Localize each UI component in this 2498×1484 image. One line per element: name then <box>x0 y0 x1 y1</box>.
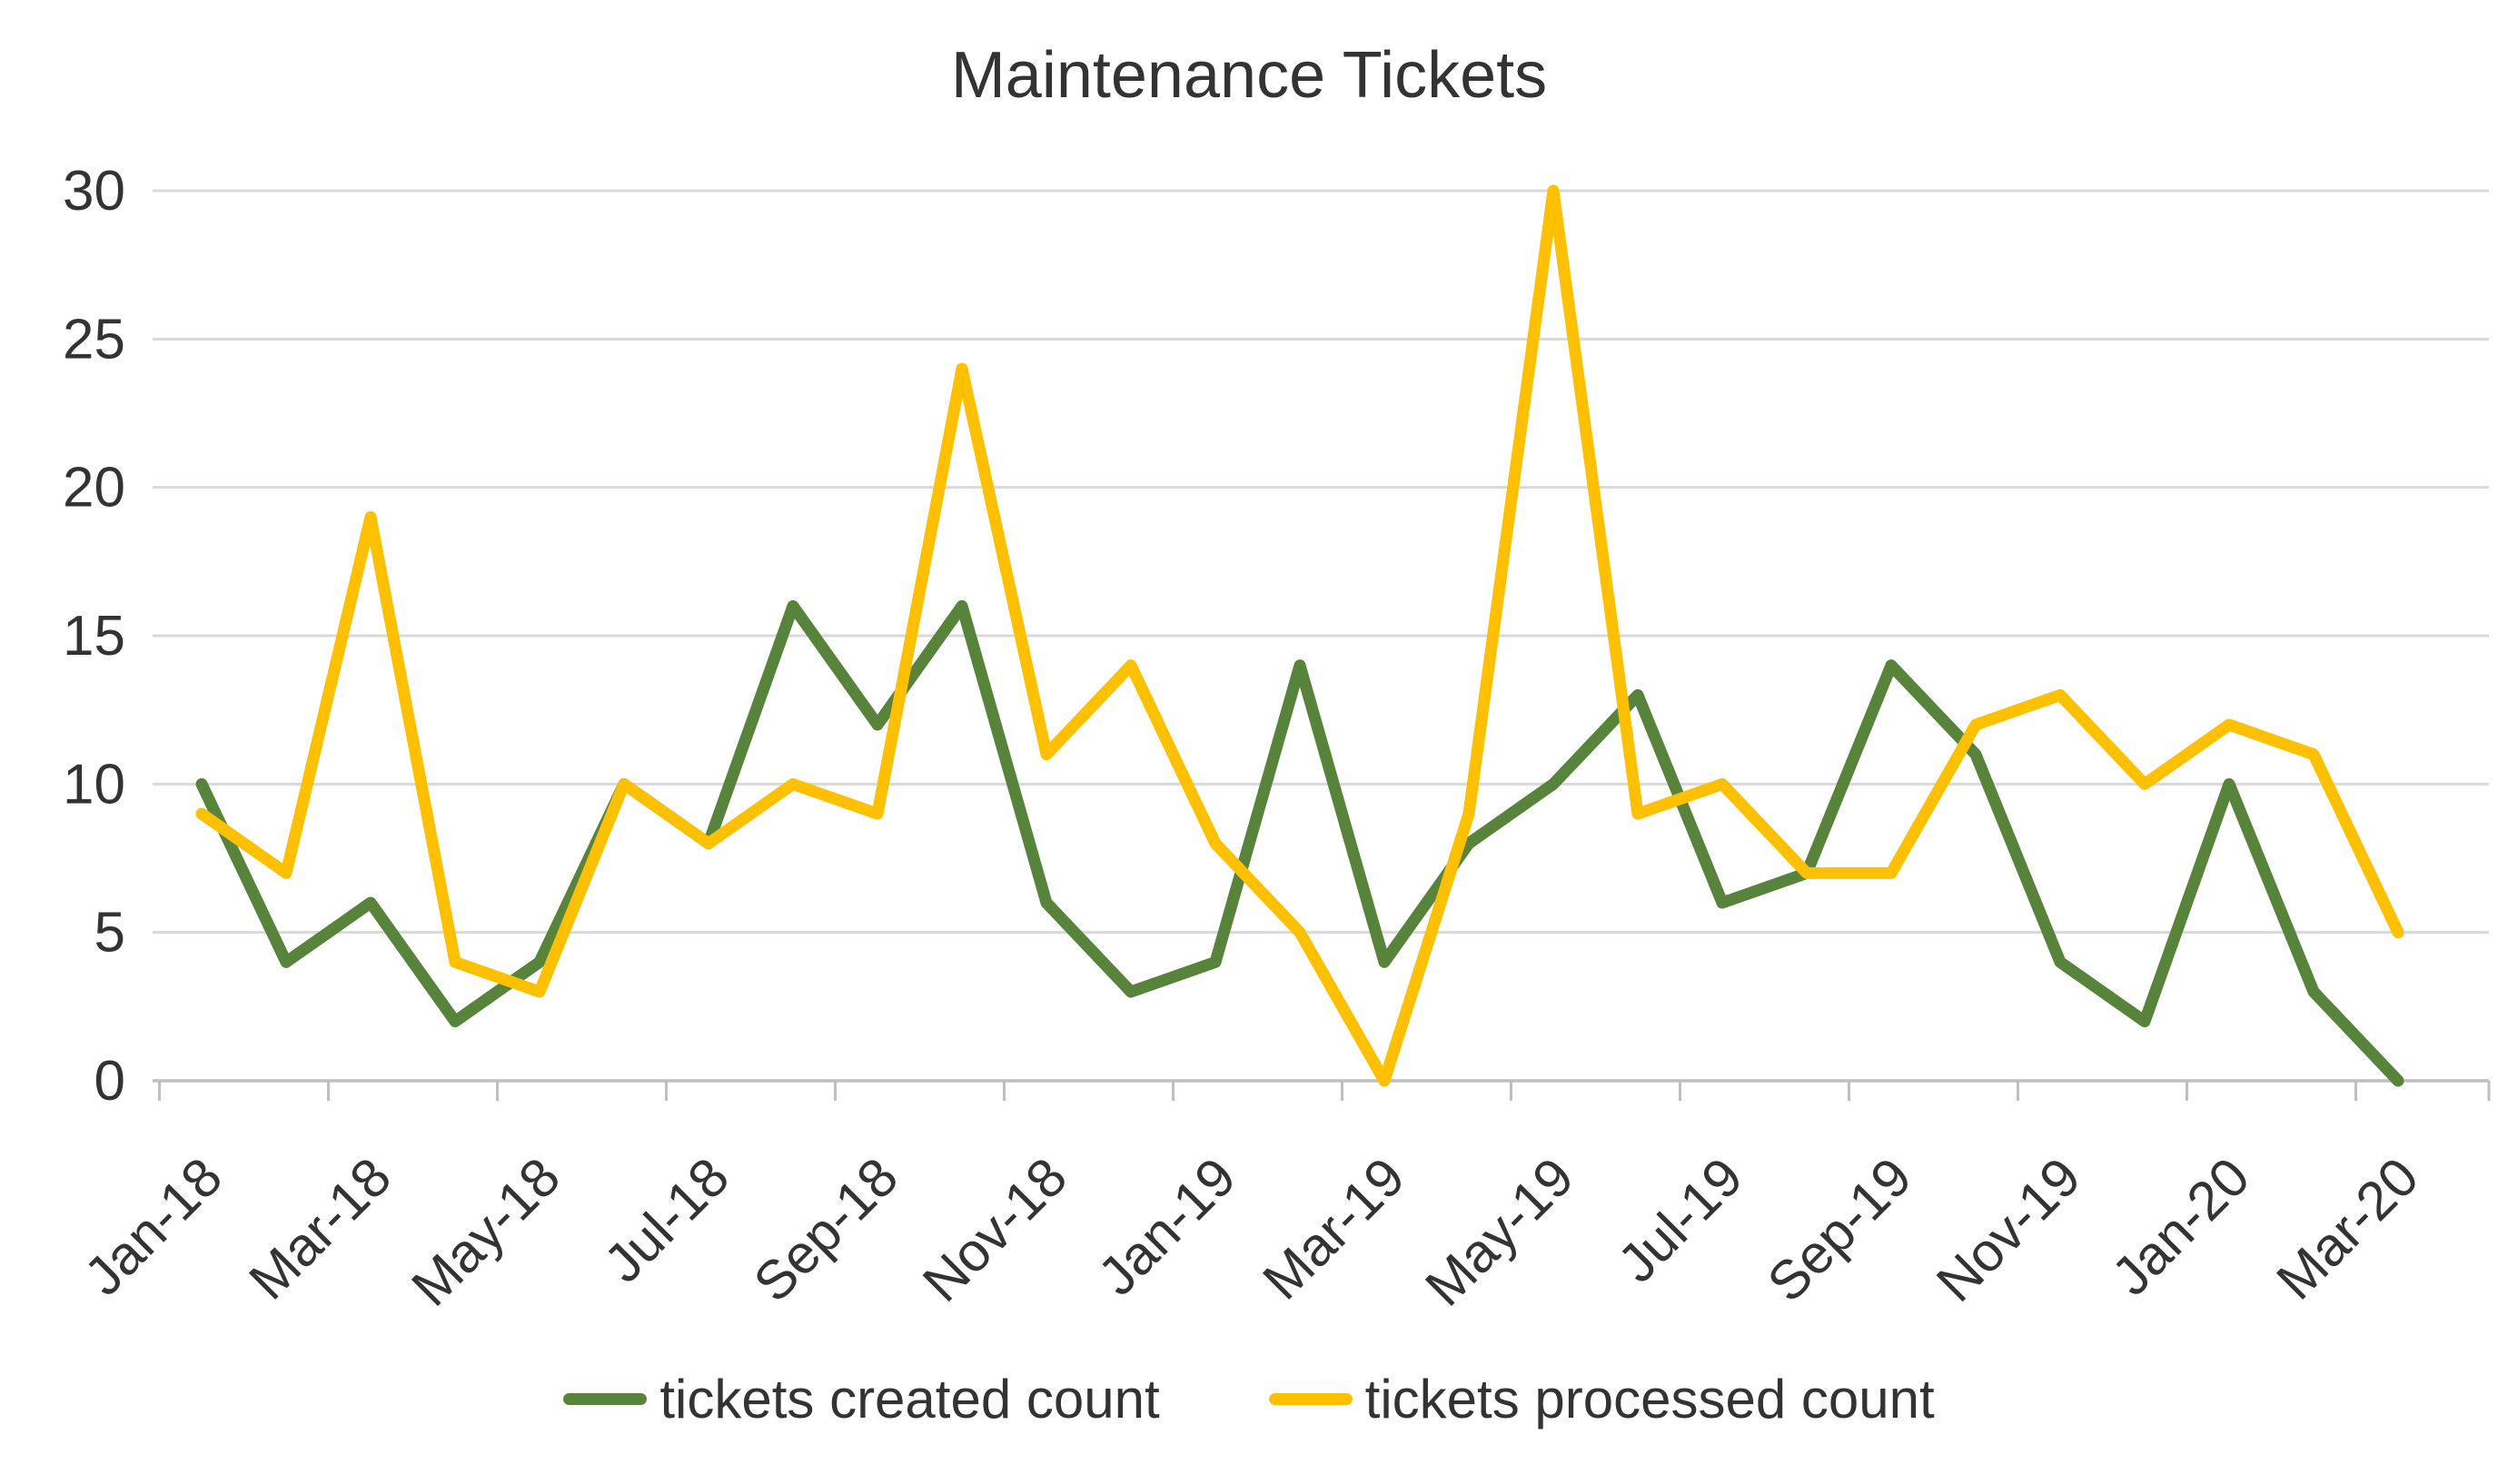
processed-series-line <box>195 184 2404 1087</box>
y-tick-label: 15 <box>63 605 125 668</box>
y-tick-label: 20 <box>63 457 125 519</box>
x-tick-label: May-19 <box>1413 1146 1585 1318</box>
x-tick-label: Sep-18 <box>742 1146 909 1313</box>
chart-legend: tickets created count tickets processed … <box>0 1368 2498 1430</box>
x-tick-label: Nov-18 <box>911 1146 1078 1313</box>
created-series-line <box>195 599 2404 1087</box>
x-tick-label: May-18 <box>400 1146 571 1318</box>
created-series-label: tickets created count <box>659 1369 1160 1430</box>
y-tick-label: 25 <box>63 308 125 371</box>
x-tick-label: Nov-19 <box>1925 1146 2092 1313</box>
y-tick-label: 30 <box>63 160 125 223</box>
y-tick-label: 10 <box>63 753 125 816</box>
y-tick-label: 0 <box>94 1050 125 1113</box>
x-tick-label: Jan-20 <box>2100 1146 2261 1307</box>
x-tick-label: Jul-18 <box>592 1146 740 1294</box>
x-tick-label: Mar-18 <box>237 1146 402 1311</box>
processed-series-label: tickets processed count <box>1364 1369 1935 1430</box>
x-tick-label: Jan-19 <box>1086 1146 1247 1307</box>
chart-title: Maintenance Tickets <box>950 39 1548 112</box>
x-tick-label: Sep-19 <box>1756 1146 1923 1313</box>
legend-item-processed[interactable]: tickets processed count <box>1268 1368 1935 1430</box>
x-tick-label: Mar-20 <box>2265 1146 2430 1311</box>
processed-series-swatch <box>1268 1393 1353 1405</box>
x-tick-label: Mar-19 <box>1251 1146 1416 1311</box>
x-tick-label: Jan-18 <box>73 1146 233 1307</box>
x-tick-label: Jul-19 <box>1606 1146 1754 1294</box>
legend-item-created[interactable]: tickets created count <box>563 1368 1160 1430</box>
created-series-swatch <box>563 1393 648 1405</box>
y-tick-label: 5 <box>94 902 125 965</box>
